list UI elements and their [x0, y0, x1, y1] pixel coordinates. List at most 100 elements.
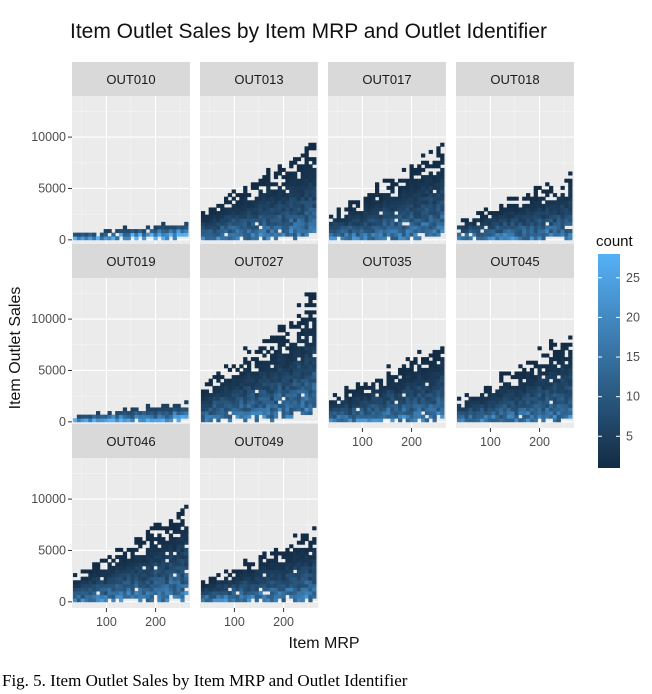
bin-cell [409, 178, 414, 183]
bin-cell [432, 418, 437, 423]
bin-cell [424, 200, 430, 205]
bin-cell [468, 411, 473, 416]
bin-cell [231, 580, 236, 585]
bin-cell [103, 569, 108, 574]
bin-cell [371, 225, 376, 230]
bin-cell [417, 229, 422, 234]
bin-cell [351, 407, 357, 412]
bin-cell [537, 364, 542, 369]
bin-cell [564, 196, 569, 201]
bin-cell [266, 349, 271, 354]
bin-cell [304, 555, 309, 560]
bin-cell [258, 232, 263, 237]
bin-cell [247, 562, 252, 567]
bin-cell [526, 193, 531, 198]
bin-cell [250, 591, 256, 596]
bin-cell [518, 364, 523, 369]
bin-cell [308, 598, 313, 603]
bin-cell [165, 555, 170, 560]
bin-cell [549, 232, 554, 237]
bin-cell [409, 171, 414, 176]
bin-cell [556, 382, 561, 387]
bin-cell [424, 367, 430, 372]
bin-cell [277, 364, 282, 369]
bin-cell [293, 393, 298, 398]
bin-cell [514, 418, 519, 423]
bin-cell [436, 149, 441, 154]
bin-cell [247, 583, 252, 588]
bin-cell [560, 411, 565, 416]
bin-cell [273, 218, 279, 223]
bin-cell [472, 229, 477, 234]
bin-cell [312, 167, 317, 172]
bin-cell [556, 393, 561, 398]
bin-cell [220, 400, 225, 405]
bin-cell [254, 573, 259, 578]
bin-cell [378, 193, 384, 198]
bin-cell [262, 211, 267, 216]
bin-cell [386, 371, 391, 376]
bin-cell [172, 591, 177, 596]
bin-cell [503, 214, 508, 219]
bin-cell [115, 583, 120, 588]
bin-cell [499, 229, 504, 234]
bin-cell [220, 382, 225, 387]
bin-cell [460, 229, 466, 234]
bin-cell [348, 236, 353, 241]
bin-cell [424, 371, 430, 376]
bin-cell [231, 225, 236, 230]
bin-cell [328, 236, 334, 241]
bin-cell [312, 576, 317, 581]
bin-cell [296, 393, 302, 398]
bin-cell [285, 175, 290, 180]
bin-cell [394, 221, 399, 226]
bin-cell [126, 573, 131, 578]
bin-cell [522, 407, 527, 412]
bin-cell [304, 335, 309, 340]
bin-cell [568, 414, 573, 419]
bin-cell [130, 573, 135, 578]
bin-cell [495, 389, 500, 394]
bin-cell [277, 167, 282, 172]
bin-cell [296, 335, 302, 340]
bin-cell [549, 229, 554, 234]
bin-cell [212, 587, 217, 592]
bin-cell [293, 587, 298, 592]
bin-cell [472, 396, 477, 401]
bin-cell [126, 587, 131, 592]
bin-cell [436, 364, 441, 369]
bin-cell [556, 353, 561, 358]
bin-cell [250, 200, 256, 205]
bin-cell [552, 407, 558, 412]
bin-cell [293, 382, 298, 387]
bin-cell [556, 371, 561, 376]
bin-cell [533, 193, 538, 198]
bin-cell [424, 207, 430, 212]
bin-cell [235, 214, 240, 219]
bin-cell [115, 414, 120, 419]
bin-cell [332, 411, 338, 416]
bin-cell [300, 576, 305, 581]
bin-cell [568, 214, 573, 219]
bin-cell [134, 591, 139, 596]
bin-cell [378, 400, 384, 405]
bin-cell [180, 576, 185, 581]
bin-cell [266, 221, 271, 226]
bin-cell [231, 232, 236, 237]
bin-cell [432, 357, 437, 362]
bin-cell [552, 364, 558, 369]
bin-cell [157, 522, 162, 527]
bin-cell [111, 569, 116, 574]
bin-cell [510, 211, 515, 216]
bin-cell [371, 232, 376, 237]
bin-cell [432, 385, 437, 390]
bin-cell [468, 236, 473, 241]
bin-cell [262, 594, 267, 599]
bin-cell [529, 400, 535, 405]
bin-cell [119, 232, 124, 237]
bin-cell [204, 225, 210, 230]
bin-cell [506, 393, 512, 398]
bin-cell [483, 411, 489, 416]
bin-cell [312, 565, 317, 570]
bin-cell [262, 182, 267, 187]
